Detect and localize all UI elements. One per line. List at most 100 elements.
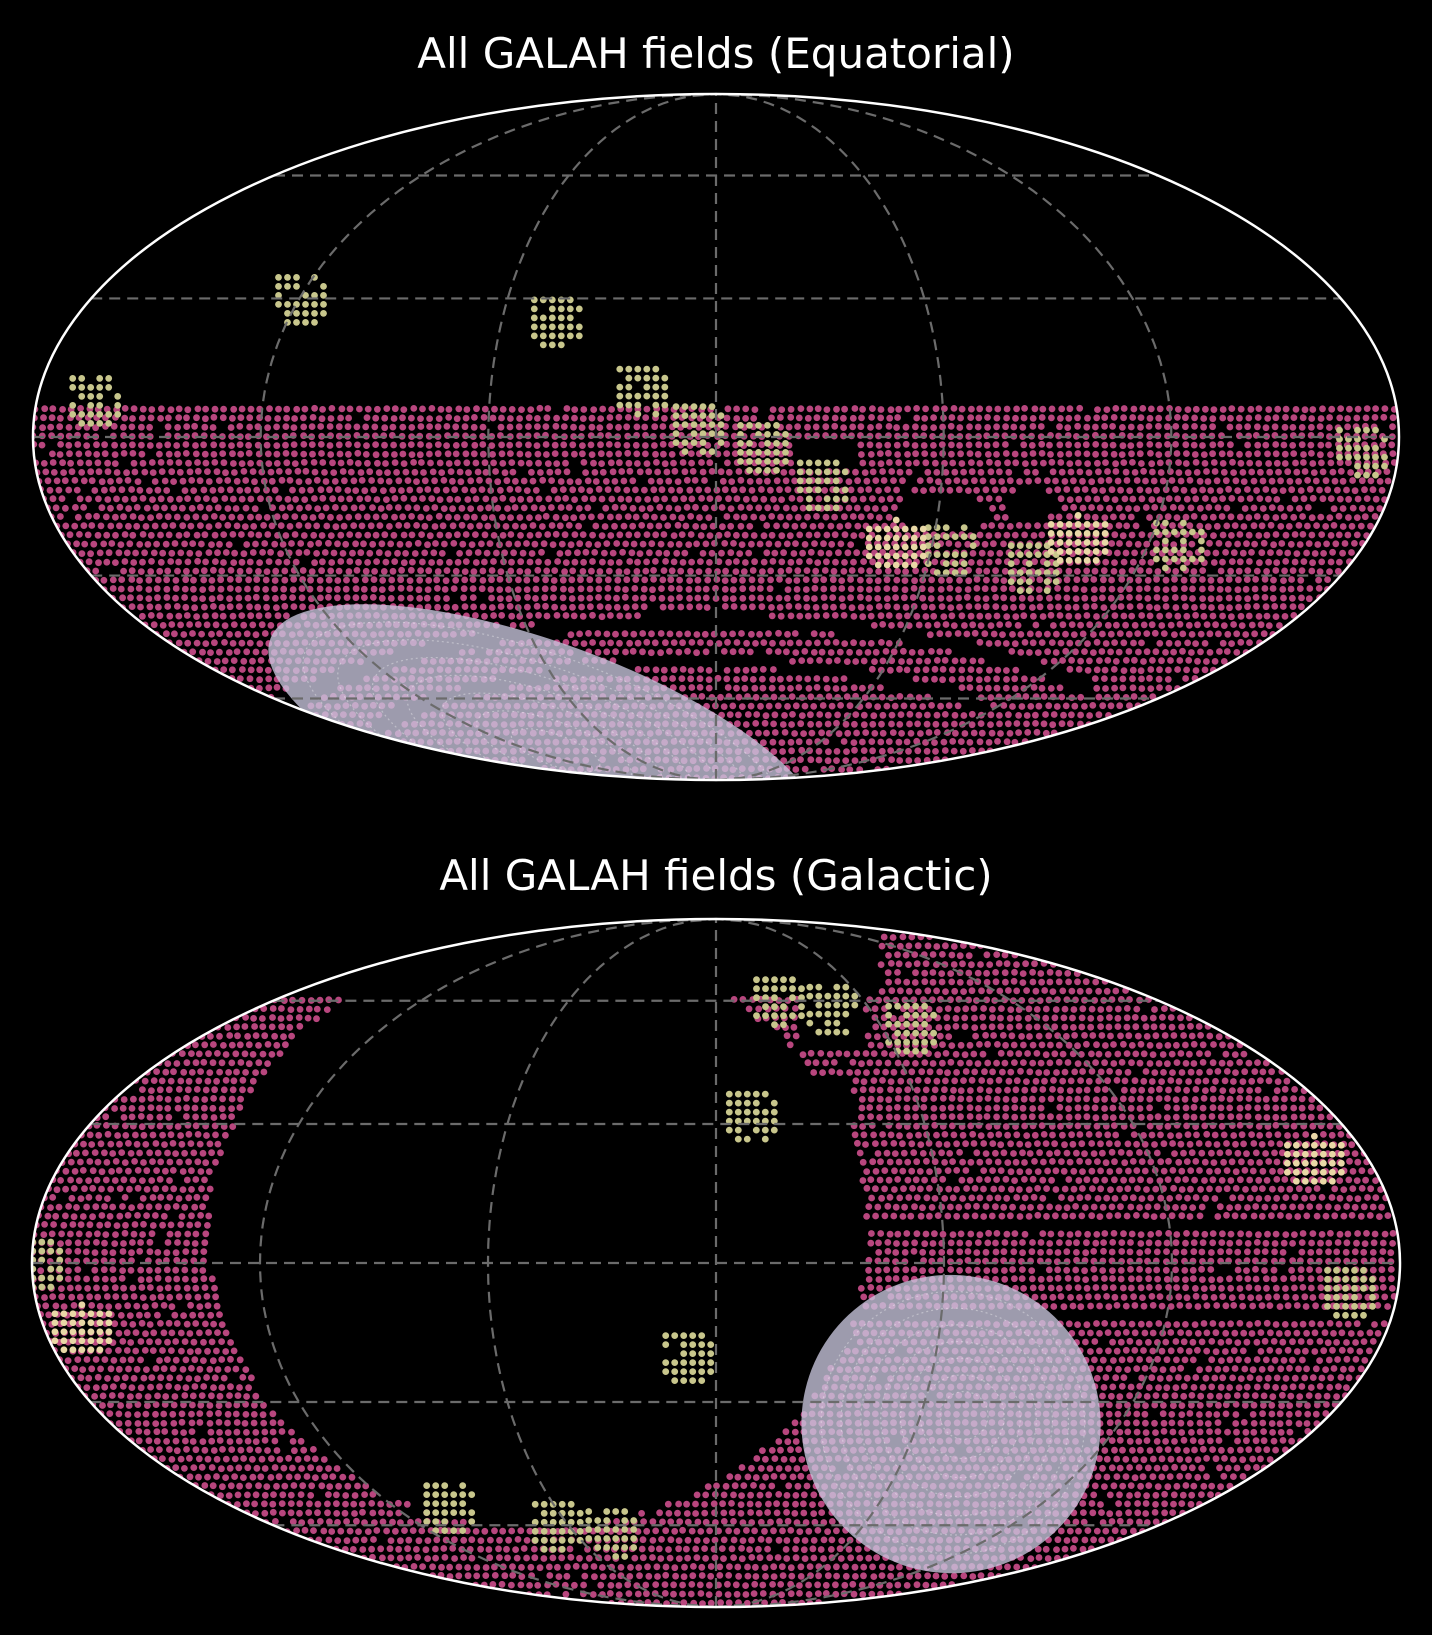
secondary-field-point [823,495,831,503]
secondary-field-point [549,1536,557,1544]
secondary-field-point [531,1536,539,1544]
secondary-field-point [743,1135,751,1143]
secondary-field-point [1171,555,1178,563]
secondary-field-point [1025,551,1033,558]
secondary-field-point [567,1500,575,1508]
secondary-field-point [690,430,698,437]
survey-fields [33,274,1398,780]
secondary-field-point [530,305,538,313]
secondary-field-point [770,1126,778,1134]
secondary-field-point [1025,542,1033,549]
secondary-field-point [612,1535,620,1542]
secondary-field-point [832,486,840,494]
secondary-field-point [789,1012,796,1020]
secondary-field-point [764,458,771,465]
secondary-field-point [69,402,77,409]
secondary-field-point [450,1500,458,1507]
secondary-field-point [548,323,556,331]
secondary-field-point [833,1010,841,1018]
secondary-field-point [725,1099,733,1107]
secondary-field-point [761,1135,769,1143]
secondary-field-point [1180,555,1187,563]
secondary-field-point [806,1019,814,1027]
secondary-field-point [833,983,841,991]
secondary-field-point [824,1001,832,1009]
secondary-field-point [20,1257,27,1264]
secondary-field-point [1034,551,1042,558]
secondary-field-point [459,1509,467,1516]
secondary-field-point [681,412,689,419]
secondary-field-point [1351,1275,1358,1283]
secondary-field-point [921,1029,928,1037]
secondary-field-point [575,305,583,313]
secondary-field-point [549,1518,557,1526]
secondary-field-point [933,569,941,576]
secondary-field-point [625,383,633,391]
secondary-field-point [69,384,77,391]
secondary-field-point [912,1020,919,1028]
secondary-field-point [743,1099,751,1107]
secondary-field-point [1198,528,1205,536]
secondary-field-point [468,1518,476,1525]
secondary-field-point [432,1518,440,1525]
secondary-field-point [762,1003,769,1011]
secondary-field-point [1333,1275,1340,1283]
secondary-field-point [284,274,291,281]
secondary-field-point [1381,462,1388,470]
secondary-field-point [1189,528,1196,536]
secondary-field-point [912,1029,919,1037]
secondary-field-point [746,440,753,447]
equatorial-map [31,92,1401,782]
secondary-field-point [634,392,642,400]
secondary-field-point [798,1012,805,1020]
secondary-field-point [1381,453,1388,461]
secondary-field-point [56,1274,64,1282]
secondary-field-point [780,976,787,984]
secondary-field-point [652,383,660,391]
secondary-field-point [38,1283,46,1291]
secondary-field-point [814,504,822,512]
secondary-field-point [612,1508,620,1515]
secondary-field-point [771,994,778,1002]
secondary-field-point [842,992,850,1000]
secondary-field-point [557,305,565,313]
secondary-field-point [20,1239,27,1246]
secondary-field-point [689,1377,697,1384]
secondary-field-point [56,1247,64,1255]
secondary-field-point [548,314,556,322]
secondary-field-point [1333,1302,1340,1310]
secondary-field-point [885,1020,892,1028]
secondary-field-point [643,365,651,373]
secondary-field-point [841,495,849,503]
secondary-field-point [423,1491,431,1498]
secondary-field-point [773,440,780,447]
secondary-field-point [468,1491,476,1498]
secondary-field-point [47,1283,55,1291]
secondary-field-point [921,1011,928,1019]
secondary-field-point [284,310,291,317]
secondary-field-point [725,1090,733,1098]
secondary-field-point [1153,546,1160,554]
secondary-field-point [789,976,796,984]
secondary-field-point [531,1500,539,1508]
secondary-field-point [671,1377,679,1384]
secondary-field-point [734,1117,742,1125]
secondary-field-point [643,374,651,382]
secondary-field-point [698,1332,706,1339]
secondary-field-point [576,1518,584,1526]
secondary-field-point [69,411,77,418]
secondary-field-point [743,1090,751,1098]
galactic-panel: All GALAH fields (Galactic) [0,820,1432,1635]
secondary-field-point [746,449,753,456]
secondary-field-point [558,1545,566,1553]
secondary-field-point [539,323,547,331]
secondary-field-point [634,410,642,418]
secondary-field-point [796,477,804,485]
secondary-field-point [585,1517,593,1524]
secondary-field-point [832,468,840,476]
secondary-field-point [894,1038,901,1046]
secondary-field-point [621,1535,629,1542]
secondary-field-point [672,430,680,437]
secondary-field-point [1043,578,1051,585]
secondary-field-point [320,292,327,299]
